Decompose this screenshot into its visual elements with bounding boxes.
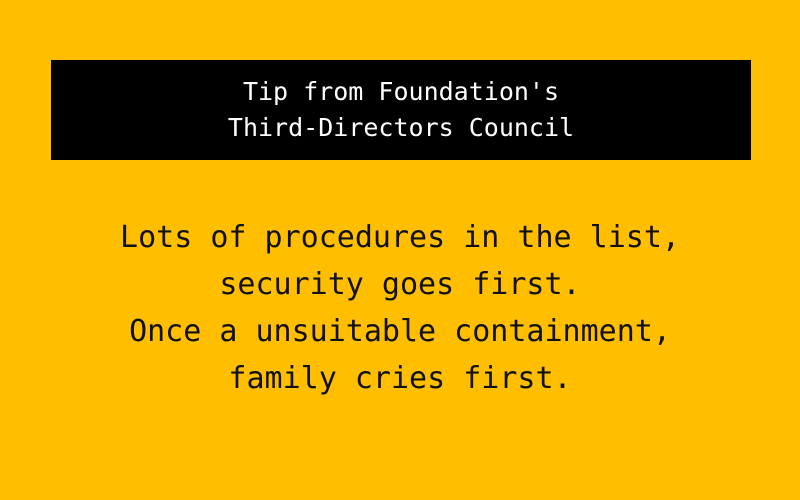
header-title-line-1: Tip from Foundation's	[242, 77, 560, 106]
tip-line-2: security goes first.	[219, 267, 581, 302]
header-title-line-2: Third-Directors Council	[227, 113, 575, 142]
tip-line-1: Lots of procedures in the list,	[120, 220, 680, 255]
header-banner: Tip from Foundation's Third-Directors Co…	[51, 60, 751, 160]
tip-line-3: Once a unsuitable containment,	[129, 314, 671, 349]
tip-line-4: family cries first.	[228, 361, 572, 396]
tip-message: Lots of procedures in the list, security…	[0, 214, 800, 402]
